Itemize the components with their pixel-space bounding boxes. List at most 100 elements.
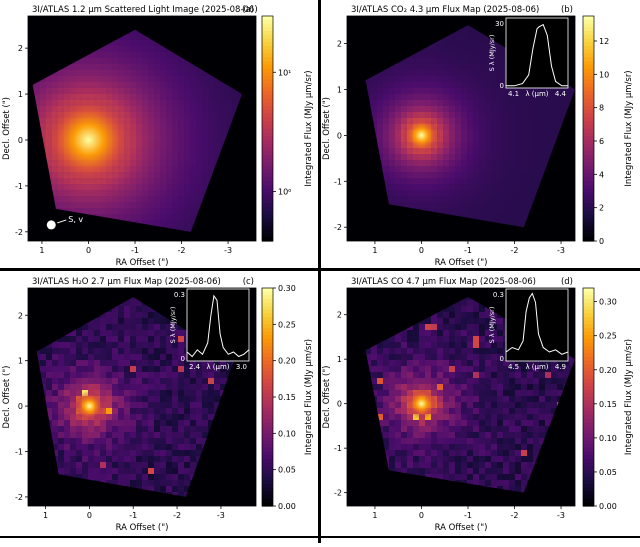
y-tick-label: 1 <box>18 90 23 99</box>
inset-x-label: λ (μm) <box>206 363 229 371</box>
inset-y-label: S λ (MJy/sr) <box>488 307 496 344</box>
colorbar: 0.00 0.05 0.10 0.15 0.20 0.25 0.30 Integrated F… <box>262 284 314 511</box>
nucleus <box>403 117 441 155</box>
inset-x-tick-label: 4.9 <box>555 363 566 371</box>
colorbar-tick-label: 0.30 <box>599 298 617 307</box>
y-tick-label: 2 <box>337 311 342 320</box>
inset-x-tick-label: 2.4 <box>189 363 201 371</box>
colorbar-tick-label: 0.30 <box>278 284 296 293</box>
y-tick-label: 2 <box>18 44 23 53</box>
colorbar-label: Integrated Flux (MJy μm/sr) <box>304 339 314 455</box>
colorbar-tick-label: 0.20 <box>278 357 296 366</box>
colorbar-tick-label: 8 <box>599 104 604 113</box>
x-tick-label: -2 <box>511 511 519 520</box>
colorbar-tick-label: 4 <box>599 170 604 179</box>
colorbar-tick-label: 12 <box>599 37 609 46</box>
inset-y-tick-label: 0 <box>181 355 185 363</box>
colorbar-tick-label: 0.10 <box>599 434 617 443</box>
y-tick-label: -2 <box>15 228 23 237</box>
x-tick-label: -3 <box>557 511 565 520</box>
y-tick-label: -1 <box>15 448 23 457</box>
colorbar-label: Integrated Flux (MJy μm/sr) <box>304 70 314 186</box>
y-axis-label: Decl. Offset (") <box>2 97 12 160</box>
x-tick-label: 0 <box>419 511 424 520</box>
sun-marker <box>47 220 56 229</box>
colorbar-tick-label: 0.10 <box>278 429 296 438</box>
x-tick-label: 0 <box>86 246 91 255</box>
colorbar-tick-label: 10¹ <box>278 68 291 77</box>
y-axis-label: Decl. Offset (") <box>2 366 12 429</box>
x-axis-label: RA Offset (") <box>435 258 488 268</box>
y-tick-label: -1 <box>334 444 342 453</box>
inset-y-tick-label: 0.3 <box>174 291 185 299</box>
panel-title: 3I/ATLAS CO 4.7 μm Flux Map (2025-08-06) <box>351 277 536 287</box>
x-tick-label: -3 <box>224 246 232 255</box>
panel-label: (b) <box>561 5 573 15</box>
colorbar-tick-label: 0.05 <box>278 466 296 475</box>
x-tick-label: -1 <box>464 511 472 520</box>
y-tick-label: 1 <box>337 355 342 364</box>
y-tick-label: 1 <box>18 357 23 366</box>
y-tick-label: 1 <box>337 85 342 94</box>
x-tick-label: -3 <box>217 511 225 520</box>
inset-y-label: S λ (MJy/sr) <box>169 307 177 344</box>
x-tick-label: 0 <box>87 511 92 520</box>
panel-title: 3I/ATLAS 1.2 μm Scattered Light Image (2… <box>32 5 258 15</box>
colorbar-tick-label: 6 <box>599 137 604 146</box>
inset-frame <box>187 289 249 361</box>
bottom-divider <box>0 536 640 538</box>
panel-d: 3I/ATLAS CO 4.7 μm Flux Map (2025-08-06)… <box>322 277 634 533</box>
colorbar-tick-label: 0.25 <box>278 320 296 329</box>
colorbar-tick-label: 0.00 <box>278 502 296 511</box>
inset-x-tick-label: 4.1 <box>508 90 519 98</box>
inset-y-tick-label: 0 <box>500 82 504 90</box>
y-tick-label: -2 <box>334 489 342 498</box>
inset-frame <box>506 289 568 361</box>
colorbar-label: Integrated Flux (MJy μm/sr) <box>624 70 634 186</box>
nucleus <box>406 389 436 419</box>
y-tick-label: 2 <box>18 311 23 320</box>
y-tick-label: 0 <box>18 402 23 411</box>
y-tick-label: 2 <box>337 40 342 49</box>
inset-y-label: S λ (MJy/sr) <box>488 35 496 72</box>
x-tick-label: 1 <box>43 511 48 520</box>
inset-x-label: λ (μm) <box>525 363 548 371</box>
colorbar-tick-label: 0.15 <box>599 400 617 409</box>
colorbar-tick-label: 0.00 <box>599 502 617 511</box>
panel-a: 3I/ATLAS 1.2 μm Scattered Light Image (2… <box>2 5 314 268</box>
inset-x-tick-label: 4.5 <box>508 363 519 371</box>
x-tick-label: 1 <box>39 246 44 255</box>
x-tick-label: 1 <box>372 511 377 520</box>
x-tick-label: 1 <box>372 246 377 255</box>
inset-x-label: λ (μm) <box>525 90 548 98</box>
y-axis-label: Decl. Offset (") <box>322 366 332 429</box>
panel-b: 3I/ATLAS CO₂ 4.3 μm Flux Map (2025-08-06… <box>322 5 634 268</box>
x-tick-label: -1 <box>131 246 139 255</box>
x-tick-label: -3 <box>557 246 565 255</box>
inset-y-tick-label: 0.3 <box>493 291 504 299</box>
nucleus <box>45 96 133 184</box>
x-tick-label: -1 <box>464 246 472 255</box>
y-tick-label: 0 <box>337 131 342 140</box>
x-tick-label: -2 <box>173 511 181 520</box>
y-tick-label: -2 <box>334 223 342 232</box>
panel-label: (c) <box>243 277 254 287</box>
y-tick-label: -2 <box>15 493 23 502</box>
nucleus <box>74 391 104 421</box>
panel-title: 3I/ATLAS CO₂ 4.3 μm Flux Map (2025-08-06… <box>351 5 539 15</box>
y-tick-label: 0 <box>18 136 23 145</box>
y-axis-label: Decl. Offset (") <box>322 97 332 160</box>
x-tick-label: 0 <box>419 246 424 255</box>
x-axis-label: RA Offset (") <box>435 523 488 533</box>
panel-label: (a) <box>242 5 254 15</box>
colorbar-tick-label: 0.15 <box>278 393 296 402</box>
panel-label: (d) <box>561 277 573 287</box>
colorbar-label: Integrated Flux (MJy μm/sr) <box>624 339 634 455</box>
inset-y-tick-label: 30 <box>495 20 504 28</box>
x-axis-label: RA Offset (") <box>116 258 169 268</box>
panel-c: 3I/ATLAS H₂O 2.7 μm Flux Map (2025-08-06… <box>2 277 314 533</box>
column-divider <box>318 0 321 543</box>
